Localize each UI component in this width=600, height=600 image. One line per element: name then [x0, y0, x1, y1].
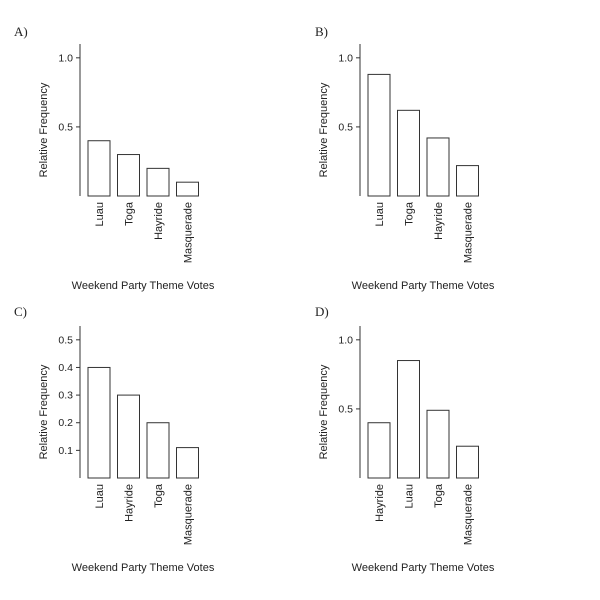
- x-axis-title: Weekend Party Theme Votes: [72, 280, 215, 292]
- y-tick-label: 1.0: [58, 52, 73, 64]
- y-tick-label: 0.1: [58, 445, 73, 457]
- category-label-toga: Toga: [153, 483, 165, 508]
- category-label-luau: Luau: [404, 484, 416, 508]
- category-label-luau: Luau: [94, 484, 106, 508]
- category-label-luau: Luau: [374, 202, 386, 226]
- y-tick-label: 0.5: [58, 121, 73, 133]
- bar-toga: [146, 422, 170, 479]
- bar-masquerade: [456, 165, 479, 197]
- y-tick-label: 1.0: [338, 334, 353, 346]
- y-tick-label: 0.5: [338, 121, 353, 133]
- panel-label: B): [315, 24, 328, 39]
- bar-hayride: [146, 167, 170, 197]
- panel-label: D): [315, 304, 329, 319]
- x-axis-title: Weekend Party Theme Votes: [352, 280, 495, 292]
- chart-panel-c: C) 0.1 0.2 0.3 0.4 0.5 Relative Frequency Luau H…: [14, 304, 215, 574]
- category-label-hayride: Hayride: [124, 484, 136, 522]
- category-label-masquerade: Masquerade: [463, 202, 475, 263]
- category-label-toga: Toga: [433, 483, 445, 508]
- panel-label: A): [14, 24, 28, 39]
- bar-masquerade: [456, 445, 479, 479]
- bar-luau: [87, 140, 111, 197]
- category-label-masquerade: Masquerade: [183, 484, 195, 545]
- category-label-luau: Luau: [94, 202, 106, 226]
- y-tick-label: 1.0: [338, 52, 353, 64]
- y-tick-label: 0.4: [58, 362, 73, 374]
- y-tick-label: 0.2: [58, 417, 73, 429]
- category-label-hayride: Hayride: [153, 202, 165, 240]
- bar-hayride: [367, 422, 391, 479]
- bar-hayride: [426, 137, 450, 197]
- chart-panel-a: A) 0.5 1.0 Relative Frequency Luau Toga Hayrid…: [14, 24, 215, 292]
- x-axis-title: Weekend Party Theme Votes: [352, 562, 495, 574]
- panel-label: C): [14, 304, 27, 319]
- category-label-toga: Toga: [404, 201, 416, 226]
- y-axis-title: Relative Frequency: [318, 82, 330, 177]
- chart-panel-b: B) 0.5 1.0 Relative Frequency Luau Toga Hayrid…: [315, 24, 495, 292]
- category-label-masquerade: Masquerade: [463, 484, 475, 545]
- y-tick-label: 0.5: [58, 334, 73, 346]
- y-axis-title: Relative Frequency: [318, 364, 330, 459]
- chart-panel-d: D) 0.5 1.0 Relative Frequency Hayride Luau Tog…: [315, 304, 495, 574]
- y-tick-label: 0.5: [338, 403, 353, 415]
- category-label-masquerade: Masquerade: [183, 202, 195, 263]
- category-label-hayride: Hayride: [433, 202, 445, 240]
- bar-luau: [367, 73, 391, 197]
- bar-toga: [426, 409, 450, 479]
- y-axis-title: Relative Frequency: [38, 82, 50, 177]
- category-label-hayride: Hayride: [374, 484, 386, 522]
- bar-luau: [397, 360, 420, 479]
- bar-hayride: [117, 394, 140, 479]
- x-axis-title: Weekend Party Theme Votes: [72, 562, 215, 574]
- bar-luau: [87, 366, 111, 479]
- bar-toga: [397, 109, 420, 197]
- bar-toga: [117, 154, 140, 197]
- category-label-toga: Toga: [124, 201, 136, 226]
- bar-masquerade: [176, 181, 199, 197]
- y-axis-title: Relative Frequency: [38, 364, 50, 459]
- y-tick-label: 0.3: [58, 390, 73, 402]
- bar-masquerade: [176, 447, 199, 479]
